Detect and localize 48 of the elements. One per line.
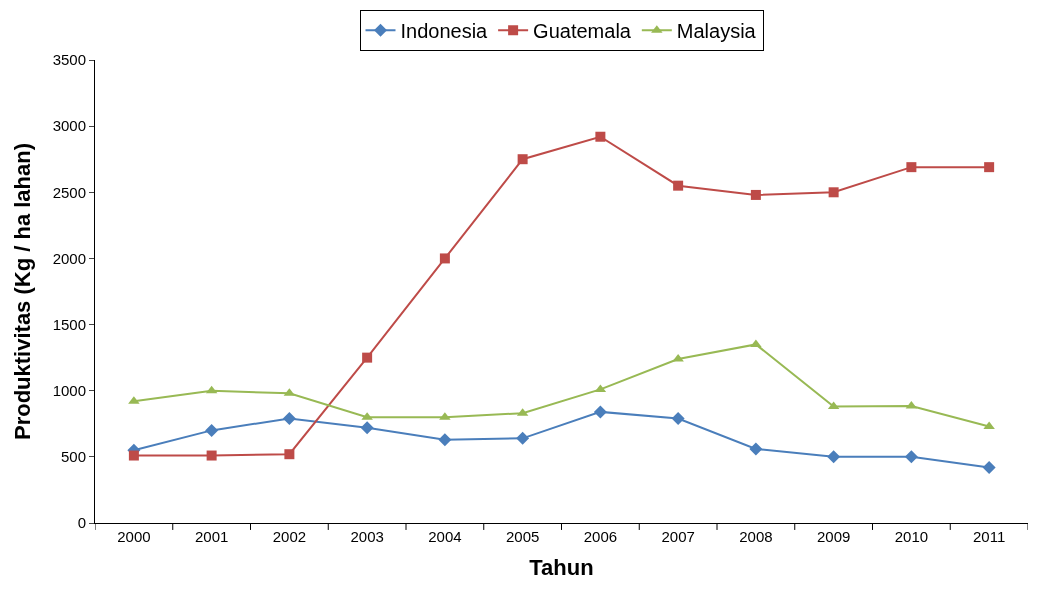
x-tick-label: 2006 [583,528,618,545]
point [749,442,763,456]
point [438,433,452,447]
point [673,180,684,191]
y-tick-label: 500 [60,448,86,466]
point [205,423,219,437]
x-tick-label: 2001 [194,528,229,545]
point [282,411,296,425]
point [517,154,528,165]
y-tick-label: 2500 [52,183,86,201]
y-tick-label: 3500 [52,51,86,69]
point [827,450,841,464]
legend-label: Indonesia [400,20,489,43]
point [671,411,685,425]
point [362,352,373,363]
point [828,187,839,198]
point [516,431,530,445]
x-tick-label: 2004 [428,528,462,545]
point [593,405,607,419]
point [982,460,996,474]
legend-label: Malaysia [676,20,757,43]
point [750,189,761,200]
y-tick-label: 3000 [52,117,86,135]
x-tick-label: 2000 [117,528,151,545]
x-tick-label: 2003 [350,528,384,545]
x-tick-label: 2010 [894,528,929,545]
y-tick-label: 1500 [52,315,86,333]
point [128,450,139,461]
legend-label: Guatemala [533,20,632,43]
x-axis-title: Tahun [529,554,594,580]
y-tick-label: 0 [77,514,86,532]
x-tick-label: 2002 [272,528,307,545]
x-tick-label: 2011 [973,528,1006,545]
point [906,162,917,173]
point [284,449,295,460]
y-tick-label: 1000 [52,381,86,399]
point [206,450,217,461]
point [595,131,606,142]
point [439,253,450,264]
point [904,450,918,464]
x-tick-label: 2009 [816,528,851,545]
y-tick-label: 2000 [52,249,86,267]
point [360,421,374,435]
point [984,162,995,173]
x-tick-label: 2007 [661,528,695,545]
x-tick-label: 2008 [739,528,773,545]
x-tick-label: 2005 [505,528,540,545]
y-axis-title: Produktivitas (Kg / ha lahan) [10,142,36,441]
